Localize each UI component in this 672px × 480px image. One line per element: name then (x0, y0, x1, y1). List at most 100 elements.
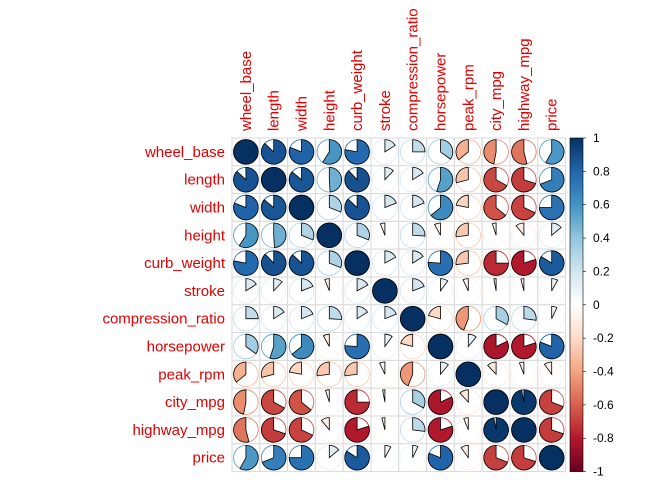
pie-slice (382, 389, 386, 403)
pie-slice (539, 250, 565, 276)
pie-mark (455, 305, 482, 332)
row-label: compression_ratio (102, 311, 225, 328)
pie-slice (538, 194, 565, 221)
pie-mark (261, 333, 287, 360)
pie-mark (539, 305, 565, 332)
pie-slice (381, 417, 386, 430)
pie-mark (539, 389, 565, 415)
pie-mark (400, 278, 426, 304)
pie-slice (511, 139, 528, 165)
pie-mark (539, 139, 565, 165)
pie-mark (455, 444, 482, 471)
pie-slice (483, 139, 497, 165)
row-label: horsepower (147, 339, 225, 356)
pie-mark (261, 166, 287, 193)
pie-mark (344, 139, 370, 165)
pie-slice (427, 444, 454, 471)
pie-slice (301, 222, 315, 241)
pie-slice (384, 333, 393, 348)
pie-mark (372, 333, 398, 360)
pie-slice (273, 278, 283, 292)
pie-slice (379, 361, 386, 375)
pie-slice (344, 361, 358, 377)
pie-mark (511, 361, 537, 388)
pie-slice (436, 166, 454, 193)
pie-mark (483, 222, 509, 249)
row-label: stroke (184, 283, 225, 300)
pie-mark (316, 194, 343, 221)
pie-slice (233, 361, 247, 383)
pie-slice (301, 278, 314, 292)
pie-mark (372, 278, 398, 304)
row-label: peak_rpm (158, 366, 225, 383)
pie-slice (384, 139, 396, 153)
row-label: city_mpg (165, 394, 225, 411)
pie-mark (261, 139, 287, 165)
pie-slice (269, 333, 287, 360)
pie-slice (440, 278, 449, 293)
pie-slice (455, 139, 469, 161)
pie-mark (233, 166, 259, 193)
pie-slice (511, 333, 537, 360)
pie-slice (288, 361, 302, 375)
pie-mark (539, 166, 565, 193)
pie-mark (427, 222, 454, 249)
pie-mark (288, 139, 315, 165)
pie-slice (322, 333, 330, 347)
pie-slice (344, 194, 370, 221)
column-label: price (544, 98, 561, 131)
pie-mark (344, 278, 370, 304)
pie-slice (483, 389, 509, 415)
pie-slice (356, 278, 369, 292)
pie-mark (400, 333, 426, 360)
pie-mark (455, 389, 482, 415)
pie-slice (384, 194, 397, 209)
pie-slice (412, 389, 426, 409)
pie-mark (455, 333, 482, 360)
pie-slice (427, 333, 454, 360)
pie-slice (288, 444, 315, 471)
pie-mark (233, 444, 259, 471)
pie-slice (233, 166, 259, 193)
pie-mark (455, 194, 482, 221)
pie-mark (344, 305, 370, 332)
pie-mark (233, 361, 259, 388)
column-label: height (321, 89, 338, 131)
column-label: width (294, 96, 311, 132)
pie-slice (288, 139, 315, 165)
colorbar-tick-label: 1 (593, 131, 600, 145)
colorbar (569, 137, 584, 472)
pie-slice (523, 305, 537, 321)
pie-mark (372, 166, 398, 193)
pie-slice (551, 222, 562, 237)
pie-slice (539, 417, 564, 443)
pie-slice (440, 139, 454, 160)
pie-slice (483, 417, 509, 443)
pie-slice (261, 417, 286, 443)
row-label: curb_weight (144, 255, 226, 272)
pie-mark (316, 278, 343, 304)
pie-slice (273, 305, 285, 320)
pie-slice (539, 389, 564, 415)
pie-slice (539, 445, 565, 471)
pie-mark (539, 361, 565, 388)
pie-mark (233, 278, 259, 304)
column-label: compression_ratio (405, 8, 422, 131)
pie-slice (291, 333, 315, 360)
pie-mark (455, 250, 482, 276)
colorbar-tick-label: -0.6 (593, 398, 614, 412)
pie-slice (412, 222, 426, 237)
pie-mark (233, 389, 259, 415)
pie-mark (261, 222, 287, 249)
pie-mark (344, 250, 370, 276)
pie-mark (511, 194, 537, 221)
pie-mark (455, 222, 482, 249)
pie-mark (316, 250, 343, 276)
pie-slice (511, 417, 537, 443)
pie-mark (288, 389, 315, 415)
pie-slice (288, 250, 315, 276)
pie-mark (539, 417, 565, 443)
pie-mark (261, 389, 287, 415)
pie-mark (539, 222, 565, 249)
colorbar-tick-label: 0 (593, 298, 600, 312)
